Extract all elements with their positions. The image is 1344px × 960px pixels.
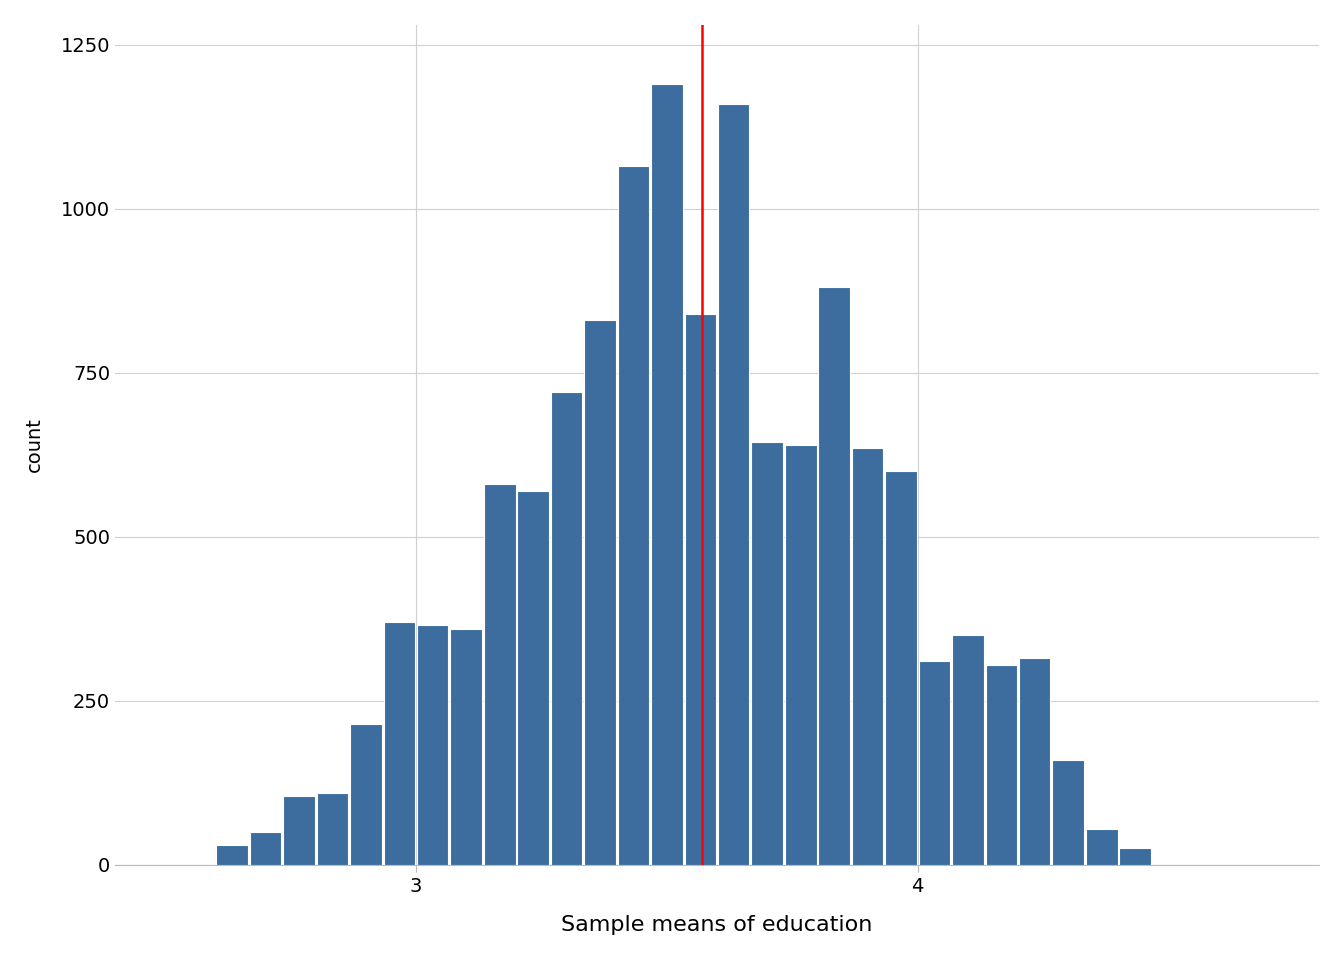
Bar [718, 104, 750, 865]
Bar [384, 622, 415, 865]
Bar [484, 484, 516, 865]
Bar [886, 471, 917, 865]
Bar [351, 724, 382, 865]
Bar [250, 832, 281, 865]
Y-axis label: count: count [26, 418, 44, 472]
Bar [1120, 849, 1150, 865]
Bar [417, 625, 449, 865]
Bar [1052, 759, 1083, 865]
Bar [852, 448, 883, 865]
Bar [918, 661, 950, 865]
Bar [985, 664, 1017, 865]
Bar [617, 166, 649, 865]
Bar [284, 796, 314, 865]
Bar [450, 629, 482, 865]
Bar [1019, 659, 1050, 865]
Bar [684, 314, 716, 865]
Bar [551, 393, 582, 865]
Bar [650, 84, 683, 865]
X-axis label: Sample means of education: Sample means of education [562, 915, 872, 935]
Bar [585, 321, 616, 865]
Bar [785, 444, 817, 865]
Bar [216, 845, 247, 865]
Bar [751, 442, 784, 865]
Bar [952, 636, 984, 865]
Bar [1086, 828, 1117, 865]
Bar [818, 287, 849, 865]
Bar [517, 491, 548, 865]
Bar [317, 793, 348, 865]
